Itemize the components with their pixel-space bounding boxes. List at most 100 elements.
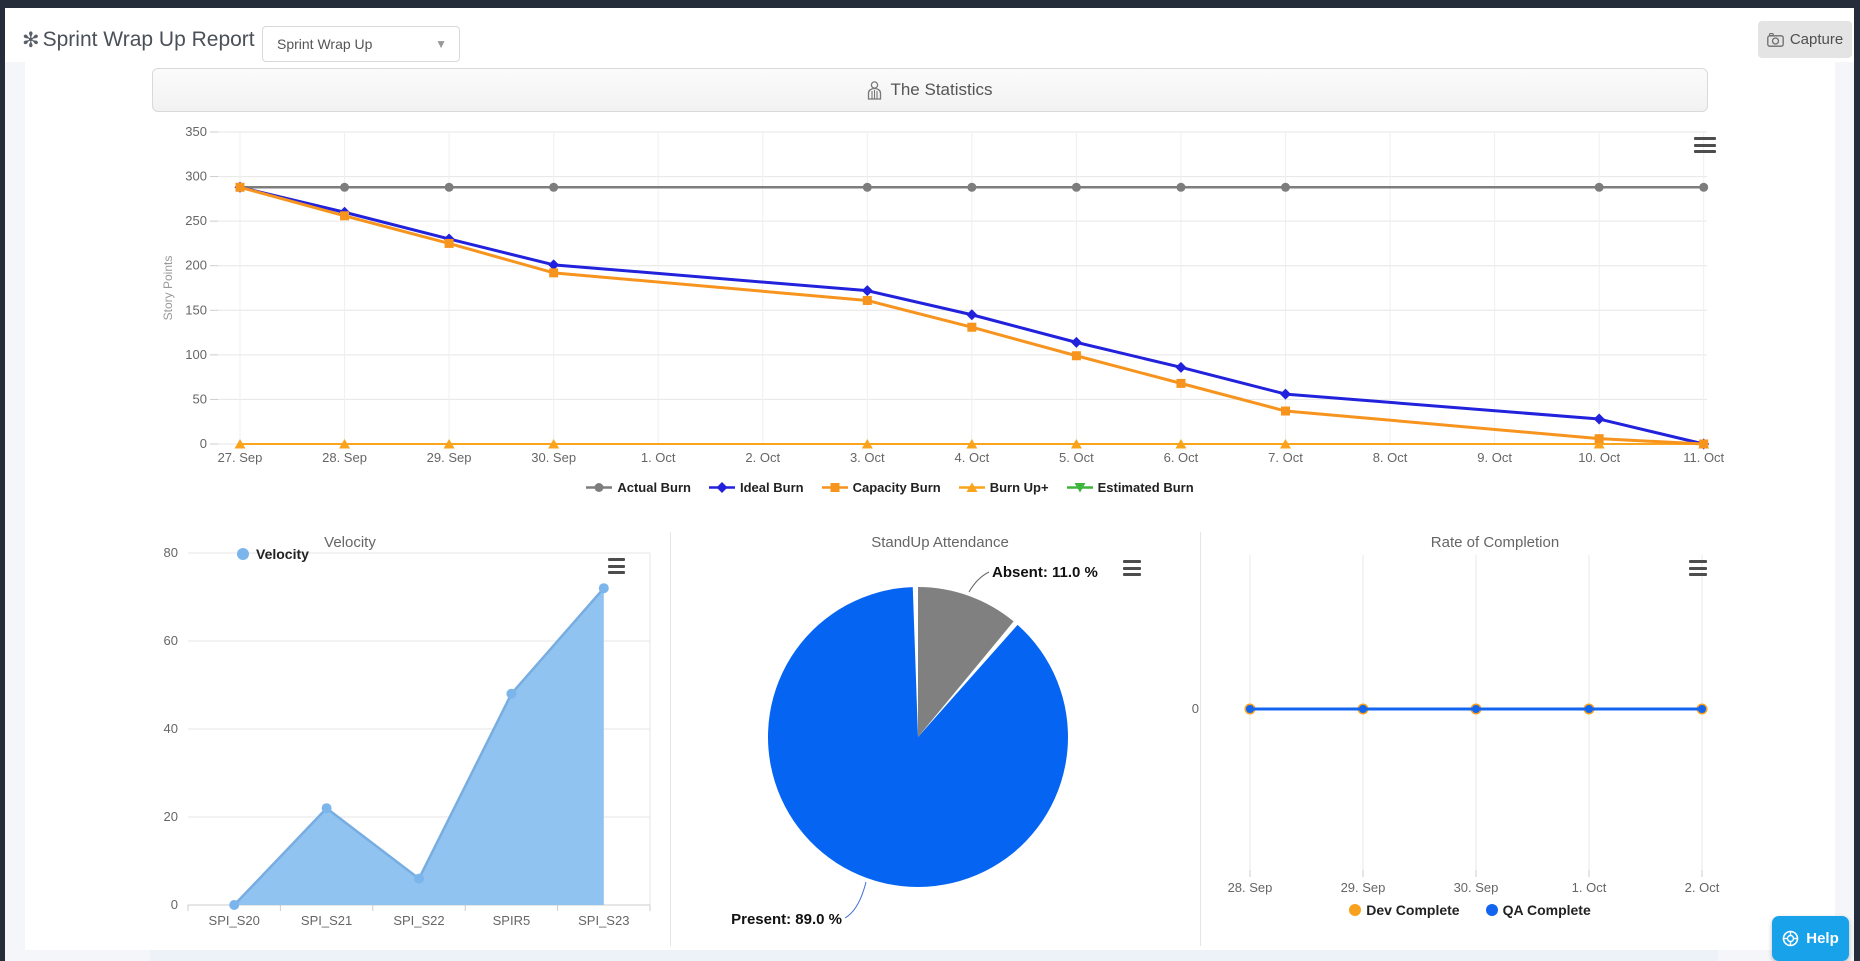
- burndown-chart-menu-button[interactable]: [1694, 137, 1716, 153]
- gridlines: [210, 131, 1707, 445]
- circle-marker: [1594, 182, 1604, 192]
- square-marker: [1176, 378, 1186, 388]
- window-frame-top: [0, 0, 1860, 8]
- x-axis-label: 7. Oct: [1268, 450, 1303, 465]
- panel-divider-right: [1200, 532, 1201, 946]
- legend-item-capacity-burn[interactable]: Capacity Burn: [821, 480, 941, 495]
- x-axis-label: 11. Oct: [1683, 450, 1724, 465]
- diamond-marker: [1175, 361, 1187, 373]
- x-axis-label: 1. Oct: [641, 450, 676, 465]
- legend-item-actual-burn[interactable]: Actual Burn: [586, 480, 691, 495]
- x-axis-label: 28. Sep: [1228, 880, 1273, 895]
- capture-button[interactable]: Capture: [1758, 21, 1852, 58]
- legend-item-qa-complete[interactable]: QA Complete: [1485, 902, 1591, 918]
- legend-marker: [1066, 483, 1093, 493]
- report-type-dropdown-value: Sprint Wrap Up: [277, 36, 373, 52]
- standup-chart-menu-button[interactable]: [1123, 560, 1141, 576]
- header-bar: ✻ Sprint Wrap Up Report Sprint Wrap Up ▼: [5, 8, 1854, 63]
- statistics-section-header: The Statistics: [152, 68, 1708, 112]
- window-frame-right: [1854, 0, 1860, 961]
- legend-label: Capacity Burn: [852, 480, 941, 495]
- circle-marker: [862, 182, 872, 192]
- x-axis-label: SPIR5: [493, 913, 531, 928]
- triangle-marker: [548, 439, 560, 449]
- legend-label: QA Complete: [1502, 902, 1591, 918]
- y-axis-title: Story Points: [161, 256, 175, 321]
- diamond-marker: [966, 309, 978, 321]
- legend-label: Actual Burn: [617, 480, 691, 495]
- statistics-section-title: The Statistics: [890, 80, 993, 99]
- diamond-marker: [548, 259, 560, 271]
- rate-chart-menu-button[interactable]: [1689, 560, 1707, 576]
- y-axis-label: 300: [185, 169, 207, 184]
- chevron-down-icon: ▼: [435, 37, 447, 51]
- rate-chart-legend: Dev Complete QA Complete: [1290, 902, 1650, 918]
- triangle-marker: [443, 439, 455, 449]
- circle-marker: [1281, 182, 1290, 192]
- rate-chart-title: Rate of Completion: [1430, 534, 1560, 551]
- triangle-marker: [234, 439, 246, 449]
- legend-item-estimated-burn[interactable]: Estimated Burn: [1066, 480, 1194, 495]
- window-frame-left: [0, 0, 5, 961]
- legend-label: Estimated Burn: [1097, 480, 1194, 495]
- x-axis-label: 9. Oct: [1477, 450, 1512, 465]
- x-axis-label: 10. Oct: [1578, 450, 1620, 465]
- velocity-chart-title: Velocity: [324, 534, 376, 551]
- present-data-label: Present: 89.0 %: [731, 911, 842, 928]
- square-marker: [830, 483, 840, 492]
- pie-slices: [768, 587, 1068, 887]
- triangle-marker: [966, 439, 978, 449]
- legend-marker: [1485, 904, 1498, 916]
- triangle-marker: [1070, 439, 1082, 449]
- pie-slice-present[interactable]: [768, 587, 1068, 887]
- pie-slice-absent[interactable]: [918, 587, 1014, 737]
- legend-item-ideal-burn[interactable]: Ideal Burn: [709, 480, 804, 495]
- report-type-dropdown[interactable]: Sprint Wrap Up ▼: [262, 26, 460, 62]
- legend-label: Burn Up+: [989, 480, 1049, 495]
- x-axis-label: SPI_S23: [578, 913, 629, 928]
- series-capacity-burn: [235, 182, 1709, 449]
- camera-icon: [1766, 32, 1784, 47]
- legend-marker: [709, 482, 735, 493]
- velocity-chart-menu-button[interactable]: [608, 558, 625, 574]
- x-axis-label: 8. Oct: [1373, 450, 1408, 465]
- series-burn-up-: [234, 439, 1710, 449]
- y-axis-label: 0: [200, 436, 207, 451]
- y-axis-label: 50: [193, 391, 207, 406]
- square-marker: [444, 238, 454, 248]
- legend-marker: [1349, 904, 1362, 916]
- square-marker: [967, 322, 977, 332]
- legend-marker: [586, 483, 613, 492]
- square-marker: [862, 295, 872, 305]
- x-axis-label: 3. Oct: [850, 450, 885, 465]
- circle-marker: [549, 182, 559, 192]
- circle-marker: [594, 483, 604, 492]
- series-actual-burn: [235, 182, 1709, 192]
- help-button[interactable]: Help: [1772, 916, 1849, 961]
- x-axis-label: 30. Sep: [1454, 880, 1499, 895]
- legend-item-dev-complete[interactable]: Dev Complete: [1349, 902, 1460, 918]
- absent-leader-line: [968, 571, 990, 593]
- rate-of-completion-chart: 28. Sep 29. Sep 30. Sep 1. Oct 2. Oct 0: [1192, 555, 1720, 895]
- standup-chart-title: StandUp Attendance: [871, 534, 1009, 551]
- x-axis-label: 2. Oct: [1685, 880, 1720, 895]
- square-marker: [235, 182, 245, 192]
- legend-item-burn-up-[interactable]: Burn Up+: [958, 480, 1049, 495]
- page-title-text: Sprint Wrap Up Report: [42, 28, 255, 51]
- x-axis-label: 1. Oct: [1572, 880, 1607, 895]
- gridlines: [1249, 555, 1703, 877]
- x-axis-label: 6. Oct: [1164, 450, 1199, 465]
- x-axis-label: SPI_S22: [393, 913, 444, 928]
- diamond-marker: [1280, 388, 1291, 400]
- x-axis-label: 29. Sep: [427, 450, 472, 465]
- square-marker: [1281, 406, 1290, 416]
- series-ideal-burn: [234, 181, 1710, 450]
- x-axis-label: 27. Sep: [218, 450, 263, 465]
- x-axis-label: 30. Sep: [531, 450, 576, 465]
- burndown-chart-legend: Actual Burn Ideal Burn Capacity Burn Burn U…: [586, 480, 1194, 495]
- triangle-marker: [1280, 439, 1291, 449]
- velocity-legend-item[interactable]: Velocity: [237, 546, 309, 562]
- y-axis-label: 350: [185, 124, 207, 139]
- y-axis-label: 200: [185, 258, 207, 273]
